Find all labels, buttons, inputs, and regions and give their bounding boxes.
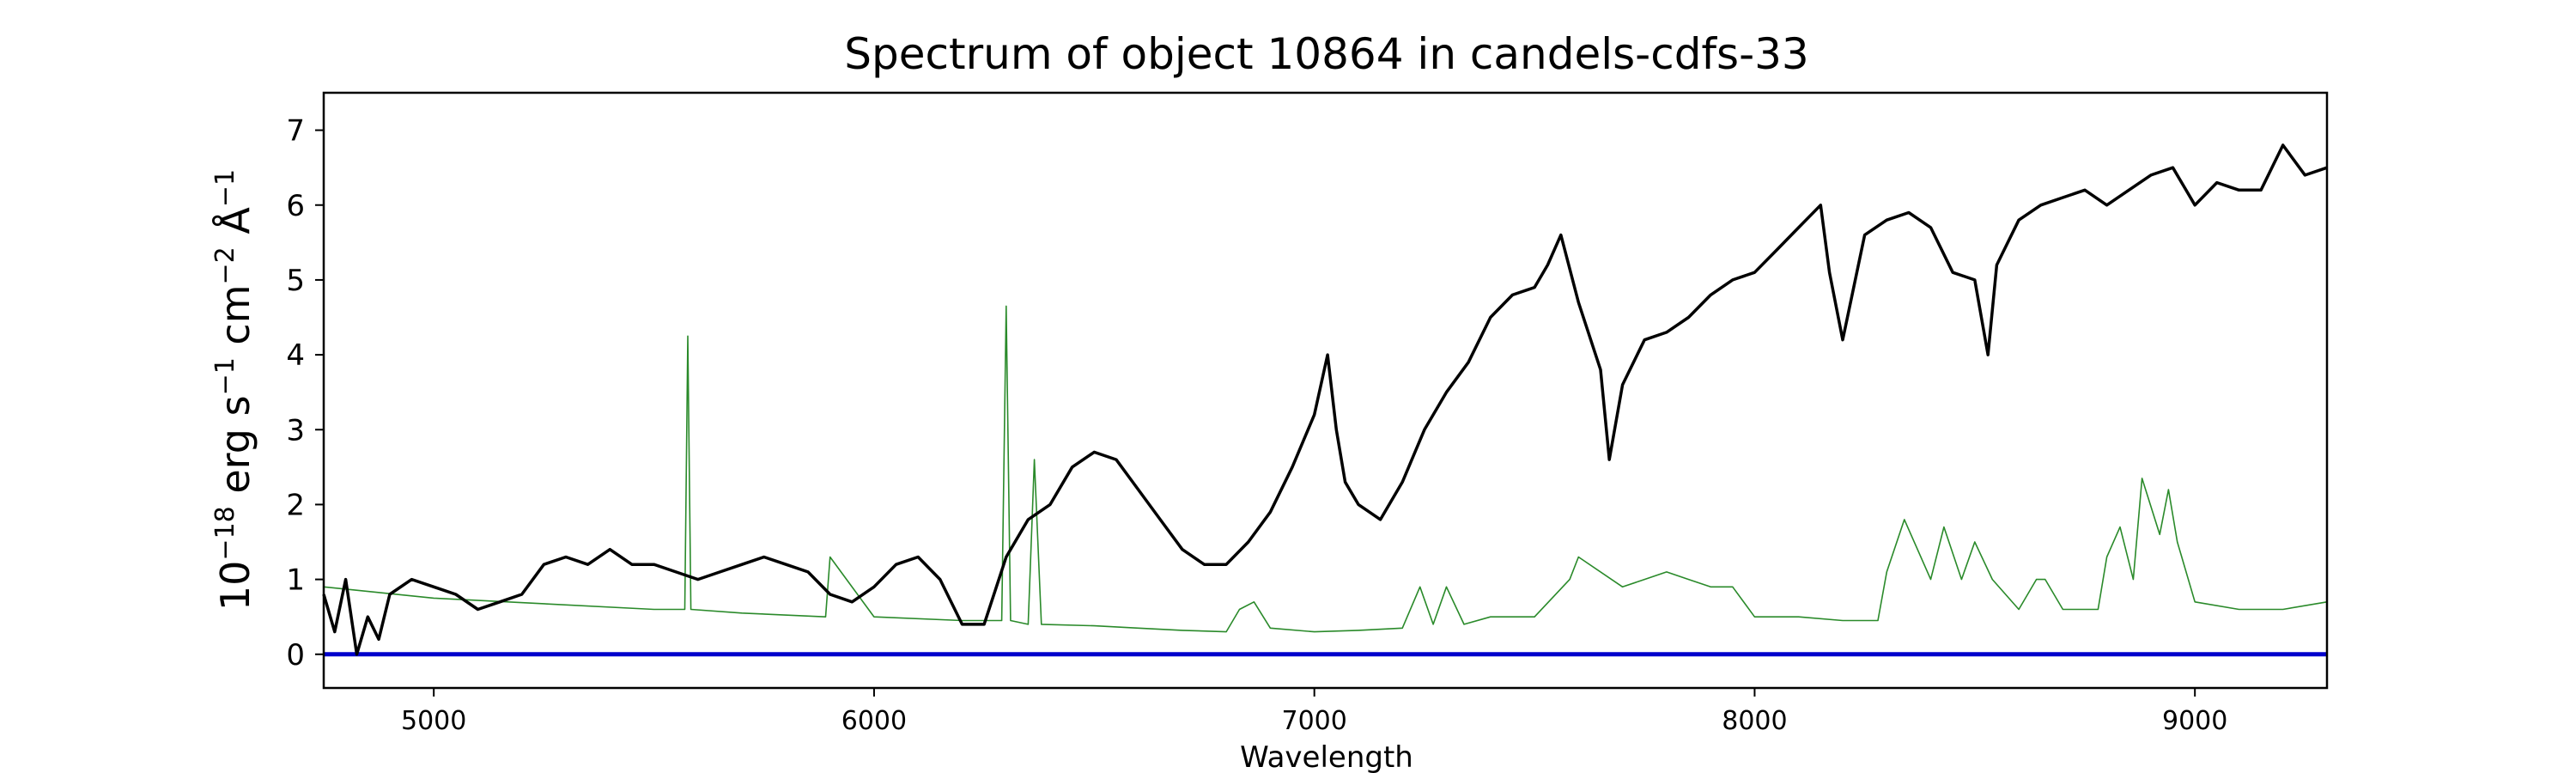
- y-tick-label: 3: [286, 413, 305, 447]
- ylabel-unit2: cm: [212, 284, 258, 357]
- spectrum-series-line: [322, 143, 2328, 656]
- y-tick-label: 5: [286, 264, 305, 298]
- y-tick-label: 7: [286, 114, 305, 149]
- x-axis: 5000 6000 7000 8000 9000: [401, 688, 2227, 736]
- x-tick-label: 7000: [1282, 706, 1347, 736]
- y-tick-label: 0: [286, 638, 305, 673]
- chart-title: Spectrum of object 10864 in candels-cdfs…: [844, 29, 1809, 79]
- y-tick-label: 6: [286, 189, 305, 223]
- ylabel-exp1: −1: [210, 357, 240, 395]
- ylabel-unit3: Å: [212, 207, 258, 247]
- y-tick-label: 2: [286, 488, 305, 522]
- y-axis: 0 1 2 3 4 5 6 7: [286, 114, 324, 673]
- y-tick-label: 4: [286, 338, 305, 373]
- x-tick-label: 5000: [401, 706, 466, 736]
- x-tick-label: 6000: [841, 706, 907, 736]
- plot-area: [322, 143, 2328, 657]
- x-axis-label: Wavelength: [1240, 740, 1413, 773]
- ylabel-exp2: −2: [210, 247, 240, 284]
- x-tick-label: 8000: [1722, 706, 1787, 736]
- ylabel-exp3: −1: [210, 169, 240, 207]
- y-tick-label: 1: [286, 563, 305, 598]
- ylabel-base: 10: [212, 561, 258, 612]
- ylabel-unit1: erg s: [212, 395, 258, 506]
- sky-series-line: [323, 305, 2328, 633]
- plot-frame: [322, 91, 2329, 690]
- ylabel-exp: −18: [210, 506, 240, 560]
- y-axis-label: 10−18 erg s−1 cm−2 Å−1: [210, 169, 258, 611]
- x-tick-label: 9000: [2162, 706, 2227, 736]
